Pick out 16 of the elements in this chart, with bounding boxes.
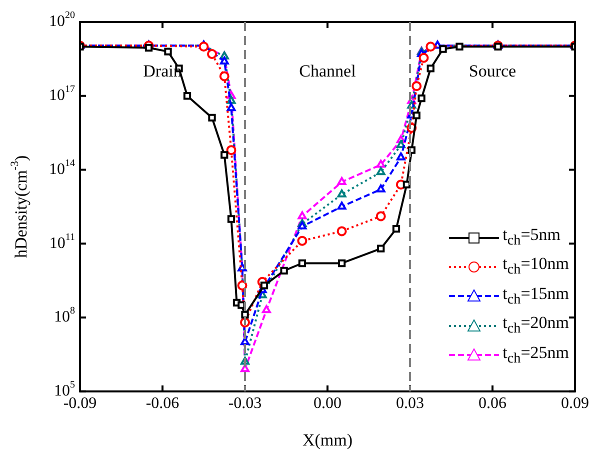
x-tick-label: -0.09 xyxy=(63,395,97,412)
x-tick-label: -0.06 xyxy=(146,395,180,412)
legend-label: t$_{ch}$=20nm xyxy=(502,312,569,339)
legend-label: t$_{ch}$=10nm xyxy=(502,253,569,280)
y-axis-title: hDensity(cm-3) xyxy=(9,155,30,258)
x-tick-label: -0.03 xyxy=(228,395,262,412)
annotation: Channel xyxy=(299,61,356,80)
x-tick-label: 0.00 xyxy=(314,395,342,412)
x-tick-label: 0.03 xyxy=(396,395,424,412)
x-tick-label: 0.06 xyxy=(478,395,506,412)
x-tick-label: 0.09 xyxy=(561,395,589,412)
legend-label: t$_{ch}$=25nm xyxy=(502,342,569,368)
annotation: Source xyxy=(468,61,516,80)
x-axis-title: X(mm) xyxy=(302,430,353,450)
legend-label: t$_{ch}$=15nm xyxy=(502,282,569,310)
legend-label: t$_{ch}$=5nm xyxy=(502,224,560,250)
